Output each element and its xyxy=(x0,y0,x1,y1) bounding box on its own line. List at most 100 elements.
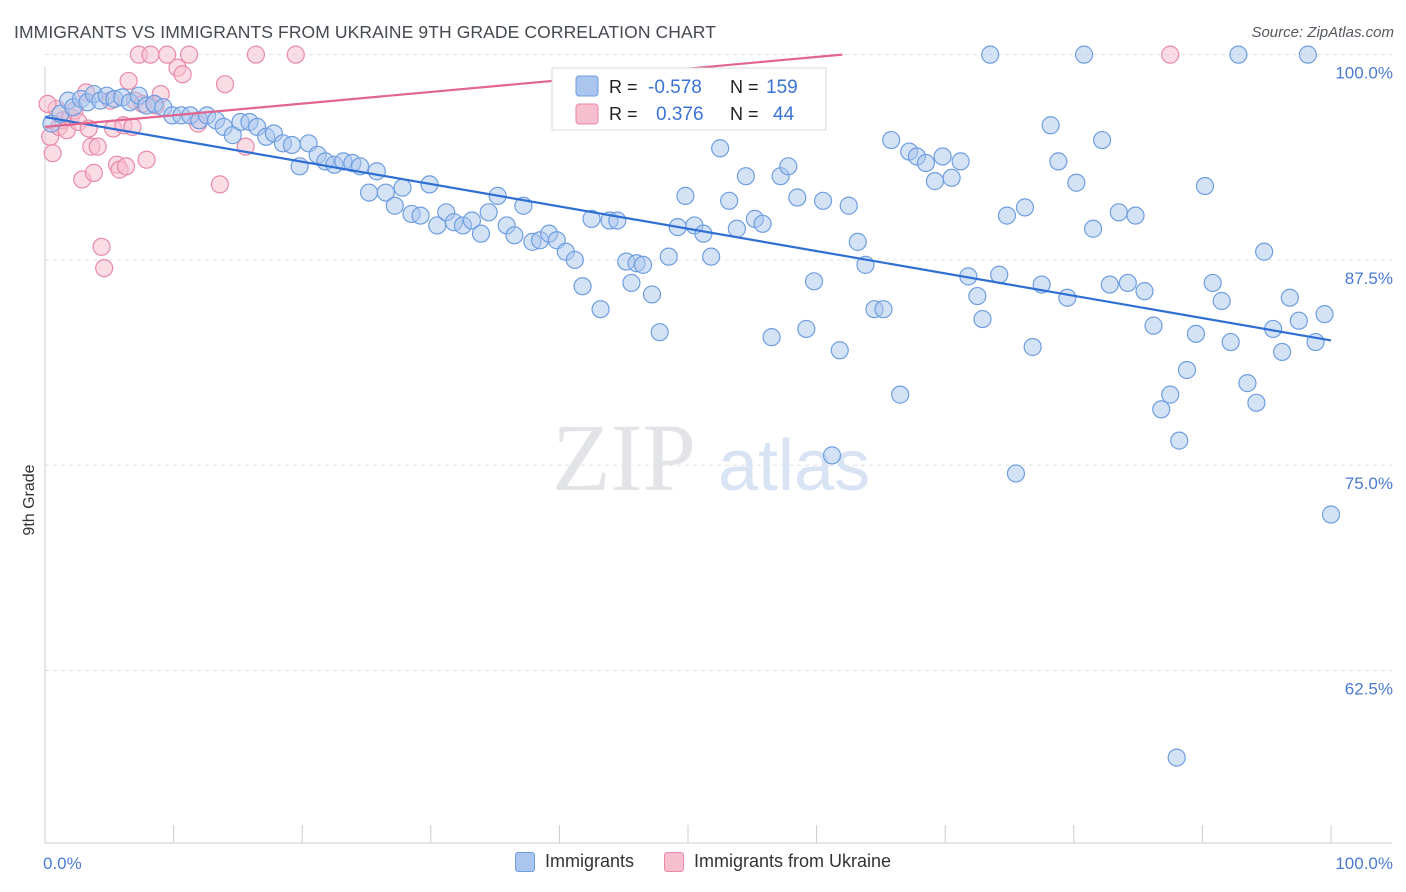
immigrants-point-56 xyxy=(505,226,524,245)
ukraine-point-28 xyxy=(137,150,156,169)
ukraine-point-15 xyxy=(92,237,111,256)
ukraine-point-43 xyxy=(38,94,57,114)
legend-swatch-immigrants xyxy=(514,851,535,872)
y-axis-title: 9th Grade xyxy=(21,464,38,535)
ukraine-point-42 xyxy=(1161,45,1180,64)
immigrants-point-125 xyxy=(1083,219,1103,238)
immigrants-point-106 xyxy=(925,172,945,191)
immigrants-point-79 xyxy=(694,224,713,243)
immigrants-point-52 xyxy=(471,224,491,243)
immigrants-point-107 xyxy=(933,147,952,166)
ukraine-point-1 xyxy=(43,144,62,163)
stat-n-label-ukraine: N = xyxy=(730,104,759,124)
bottom-legend: Immigrants Immigrants from Ukraine xyxy=(0,851,1406,872)
watermark-zip: ZIP xyxy=(552,404,696,511)
immigrants-point-111 xyxy=(968,286,987,306)
ukraine-point-38 xyxy=(215,75,235,94)
legend-item-ukraine[interactable]: Immigrants from Ukraine xyxy=(663,851,891,872)
immigrants-point-92 xyxy=(804,272,824,291)
immigrants-point-137 xyxy=(1186,324,1206,343)
y-tick-label-2: 75.0% xyxy=(1345,474,1393,493)
immigrants-point-145 xyxy=(1255,242,1274,261)
stat-r-label-immigrants: R = xyxy=(609,77,638,97)
immigrants-point-66 xyxy=(591,300,610,319)
immigrants-point-105 xyxy=(916,153,936,173)
immigrants-point-75 xyxy=(659,247,678,266)
immigrants-point-109 xyxy=(951,152,970,171)
immigrants-point-154 xyxy=(1167,748,1186,767)
immigrants-point-129 xyxy=(1118,273,1137,293)
immigrants-point-126 xyxy=(1092,130,1112,150)
immigrants-point-89 xyxy=(779,157,798,176)
trend-lines xyxy=(44,53,1332,342)
immigrants-point-86 xyxy=(753,214,772,233)
immigrants-point-121 xyxy=(1049,152,1068,171)
ukraine-point-37 xyxy=(210,175,229,194)
immigrants-point-139 xyxy=(1203,273,1222,293)
immigrants-point-148 xyxy=(1280,288,1299,307)
immigrants-point-102 xyxy=(891,385,910,404)
watermark: ZIP atlas xyxy=(552,404,870,511)
immigrants-point-72 xyxy=(633,255,653,274)
immigrants-point-113 xyxy=(981,45,1000,64)
immigrants-point-143 xyxy=(1238,374,1257,393)
immigrants-point-138 xyxy=(1195,176,1215,196)
immigrants-point-40 xyxy=(367,162,386,181)
immigrants-point-96 xyxy=(839,196,858,215)
immigrants-point-108 xyxy=(942,168,961,187)
immigrants-point-116 xyxy=(1006,464,1026,483)
immigrants-point-144 xyxy=(1247,393,1266,412)
immigrants-point-101 xyxy=(882,130,901,150)
ukraine-point-35 xyxy=(179,45,199,64)
immigrants-point-90 xyxy=(788,188,807,207)
immigrants-point-128 xyxy=(1109,203,1128,222)
immigrants-point-115 xyxy=(997,206,1017,225)
ukraine-point-32 xyxy=(158,45,177,64)
immigrants-point-65 xyxy=(582,209,601,228)
immigrants-point-152 xyxy=(1315,305,1334,324)
y-tick-label-1: 87.5% xyxy=(1345,269,1393,288)
legend-swatch-ukraine xyxy=(663,851,684,872)
stat-n-value-immigrants: 159 xyxy=(766,77,798,98)
immigrants-point-42 xyxy=(385,196,404,215)
ukraine-point-41 xyxy=(286,45,305,64)
stats-swatch-immigrants xyxy=(575,75,599,97)
series-immigrants xyxy=(42,45,1341,767)
legend-item-immigrants[interactable]: Immigrants xyxy=(514,851,634,872)
legend-label-immigrants: Immigrants xyxy=(544,851,634,871)
immigrants-point-95 xyxy=(830,341,849,360)
x-tick-label-min: 0.0% xyxy=(43,854,82,873)
immigrants-point-123 xyxy=(1067,173,1086,192)
immigrants-point-122 xyxy=(1058,288,1077,307)
immigrants-point-100 xyxy=(874,300,893,319)
immigrants-point-30 xyxy=(282,135,302,155)
ukraine-point-29 xyxy=(141,45,160,64)
ukraine-point-23 xyxy=(119,71,138,91)
immigrants-point-63 xyxy=(565,250,584,270)
immigrants-point-97 xyxy=(848,232,867,251)
watermark-atlas: atlas xyxy=(718,426,870,506)
immigrants-point-141 xyxy=(1221,332,1240,352)
immigrants-point-150 xyxy=(1298,45,1317,64)
immigrants-point-132 xyxy=(1144,316,1163,335)
x-tick-labels: 0.0% 100.0% xyxy=(43,854,1393,873)
immigrants-point-147 xyxy=(1273,342,1292,362)
stat-r-value-ukraine: 0.376 xyxy=(656,104,704,125)
immigrants-point-112 xyxy=(973,309,992,329)
immigrants-point-131 xyxy=(1135,282,1154,301)
immigrants-point-133 xyxy=(1152,400,1171,419)
immigrants-point-39 xyxy=(359,183,379,202)
immigrants-point-93 xyxy=(813,191,833,210)
stats-swatch-ukraine xyxy=(575,103,599,125)
immigrants-point-41 xyxy=(376,183,395,202)
immigrants-point-83 xyxy=(727,219,746,238)
immigrants-point-84 xyxy=(736,167,755,186)
stat-n-label-immigrants: N = xyxy=(730,77,759,97)
trend-line-immigrants xyxy=(44,115,1332,342)
immigrants-point-134 xyxy=(1161,385,1180,404)
stat-r-value-immigrants: -0.578 xyxy=(648,77,702,98)
immigrants-point-118 xyxy=(1023,337,1042,357)
immigrants-point-77 xyxy=(676,186,695,205)
immigrants-point-45 xyxy=(411,206,430,225)
